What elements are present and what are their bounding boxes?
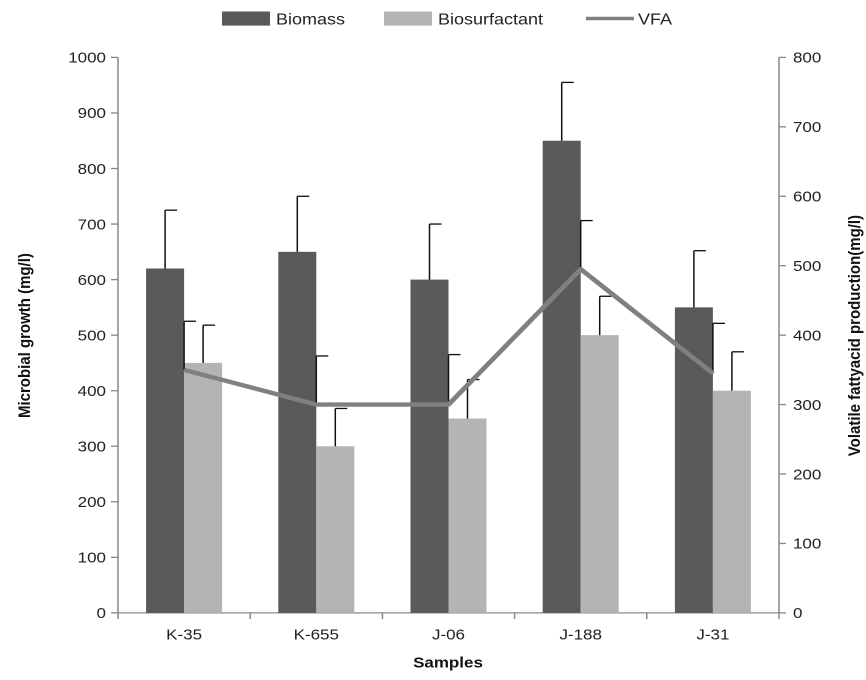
right-tick-label: 400: [793, 327, 821, 344]
right-tick-label: 300: [793, 397, 821, 414]
legend-swatch-biomass: [222, 11, 270, 26]
x-tick-label: K-35: [166, 626, 202, 643]
left-tick-label: 200: [78, 494, 106, 511]
legend: Biomass Biosurfactant VFA: [222, 11, 673, 29]
x-tick-label: J-188: [559, 626, 602, 643]
right-tick-label: 800: [793, 50, 821, 67]
left-tick-label: 300: [78, 438, 106, 455]
left-tick-label: 1000: [68, 50, 106, 67]
left-tick-label: 500: [78, 327, 106, 344]
x-tick-label: J-06: [432, 626, 465, 643]
y2-axis-title: Volatile fattyacid production(mg/l): [845, 215, 864, 456]
x-tick-label: K-655: [294, 626, 339, 643]
right-tick-label: 700: [793, 119, 821, 136]
left-tick-label: 900: [78, 105, 106, 122]
bars: [146, 140, 751, 613]
x-tick-label: J-31: [696, 626, 729, 643]
vfa-point: [580, 268, 582, 270]
bar-biosurfactant: [448, 418, 487, 613]
bar-biosurfactant: [184, 362, 223, 613]
error-bars: [164, 81, 744, 447]
left-axis-ticks: 0 100 200 300 400 500 600 700 800 900 1000: [68, 50, 118, 622]
legend-swatch-biosurfactant: [384, 11, 432, 26]
vfa-point: [315, 404, 317, 406]
bar-biomass: [278, 251, 317, 613]
vfa-point: [712, 372, 714, 374]
legend-label-biomass: Biomass: [276, 11, 345, 29]
bar-biomass: [674, 307, 713, 613]
vfa-series: [183, 266, 715, 407]
left-tick-label: 0: [97, 605, 107, 622]
right-tick-label: 0: [793, 605, 803, 622]
right-tick-label: 200: [793, 466, 821, 483]
x-axis-ticks: K-35 K-655 J-06 J-188 J-31: [117, 612, 780, 643]
left-tick-label: 600: [78, 272, 106, 289]
vfa-point: [183, 369, 185, 371]
right-axis-ticks: 0 100 200 300 400 500 600 700 800: [779, 50, 821, 622]
x-axis-title: Samples: [413, 655, 483, 672]
bar-biosurfactant: [316, 446, 355, 613]
right-tick-label: 500: [793, 258, 821, 275]
bar-biosurfactant: [712, 390, 751, 613]
bar-biomass: [146, 268, 185, 613]
left-tick-label: 400: [78, 383, 106, 400]
left-tick-label: 800: [78, 161, 106, 178]
legend-label-biosurfactant: Biosurfactant: [438, 11, 543, 29]
bar-biomass: [410, 279, 449, 613]
legend-label-vfa: VFA: [638, 11, 673, 29]
bar-biomass: [542, 140, 581, 613]
left-tick-label: 100: [78, 550, 106, 567]
y-axis-title: Microbial growth (mg/l): [15, 253, 34, 418]
right-tick-label: 600: [793, 188, 821, 205]
vfa-point: [448, 404, 449, 406]
right-tick-label: 100: [793, 536, 821, 553]
left-tick-label: 700: [78, 216, 106, 233]
bar-biosurfactant: [580, 335, 619, 613]
